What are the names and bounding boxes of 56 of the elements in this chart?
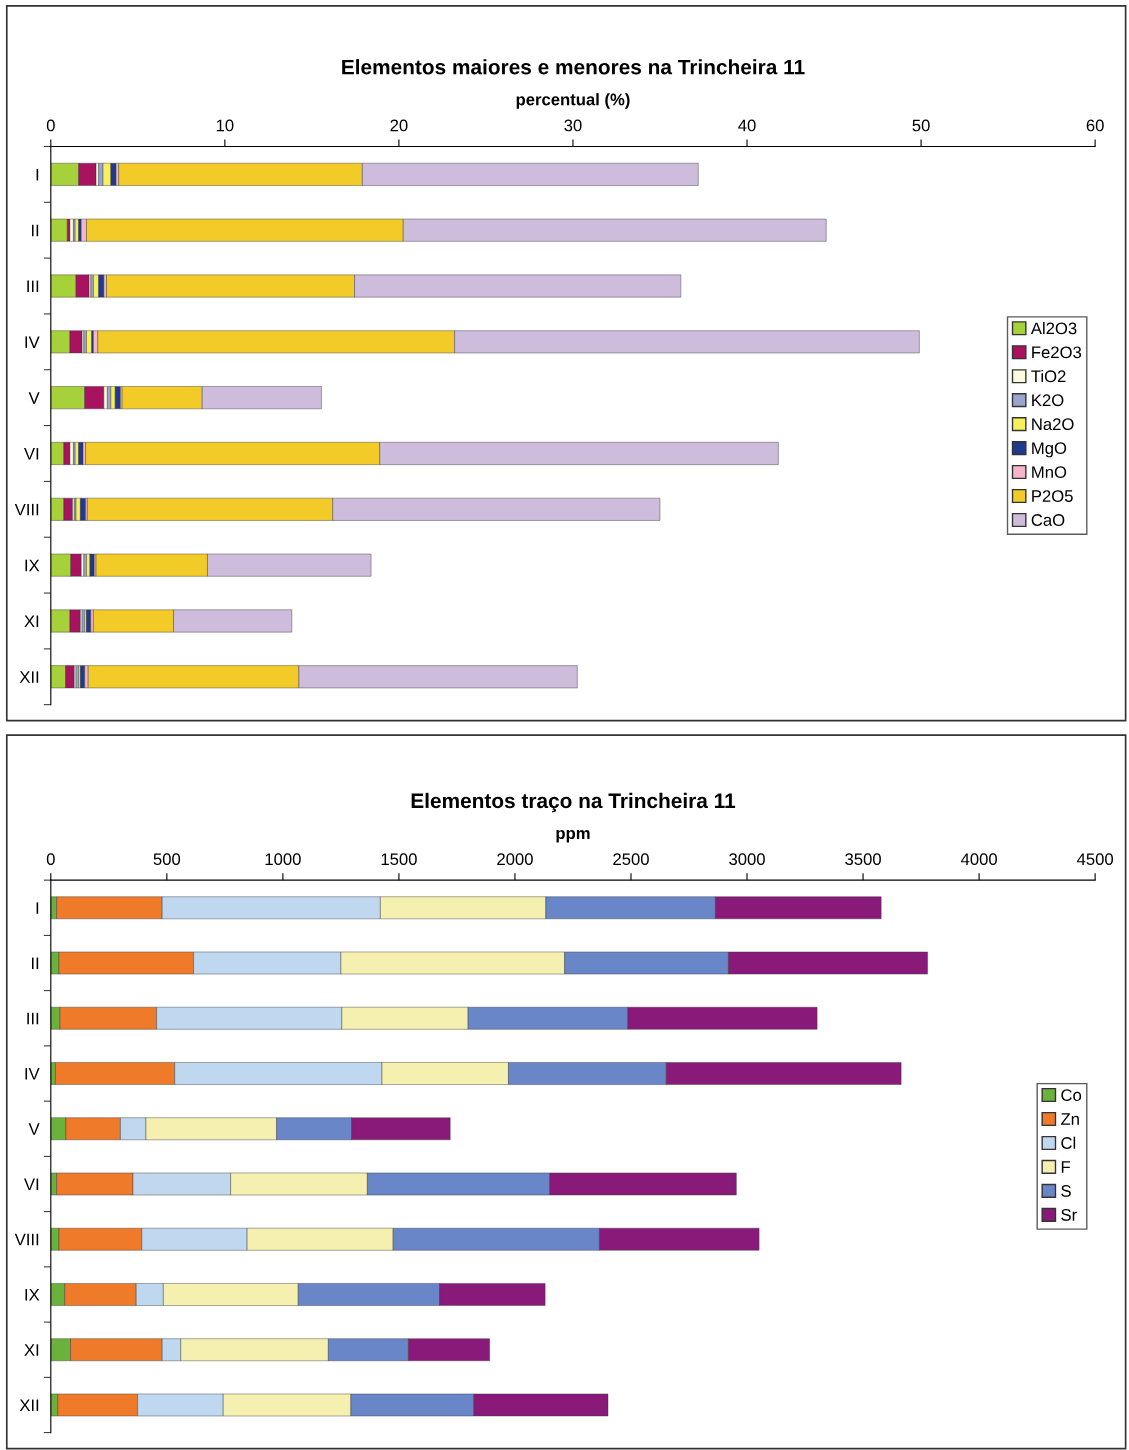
y-tick-label: IV — [25, 1068, 40, 1080]
x-tick-label: 2500 — [613, 853, 649, 866]
y-tick-label: III — [27, 1012, 39, 1025]
x-tick-label: 40 — [738, 119, 756, 132]
y-tick-label: V — [28, 392, 40, 404]
x-tick-label: 500 — [153, 853, 181, 866]
y-tick-label: II — [31, 957, 39, 970]
y-tick-label: VIII — [14, 503, 39, 516]
legend-label: K2O — [1032, 394, 1064, 407]
legend-label: TiO2 — [1031, 369, 1066, 383]
chart-title: Elementos traço na Trincheira 11 — [411, 792, 736, 813]
y-tick-label: I — [36, 168, 39, 181]
x-axis-title: ppm — [556, 829, 590, 843]
legend-label: Zn — [1061, 1113, 1079, 1125]
x-tick-label: 4000 — [960, 853, 997, 866]
x-tick-label: 60 — [1086, 119, 1104, 132]
y-tick-label: VIII — [14, 1233, 39, 1246]
legend-label: Co — [1061, 1089, 1082, 1101]
y-tick-label: VI — [24, 448, 39, 460]
legend-label: Al2O3 — [1030, 322, 1077, 335]
legend-label: F — [1061, 1161, 1071, 1173]
x-tick-label: 10 — [216, 119, 234, 132]
legend-label: MgO — [1032, 442, 1067, 458]
x-tick-label: 0 — [46, 119, 55, 132]
legend-label: S — [1061, 1185, 1071, 1197]
y-tick-label: IX — [25, 559, 40, 572]
legend-label: Sr — [1061, 1208, 1077, 1221]
y-tick-label: I — [36, 902, 39, 914]
x-tick-label: 4500 — [1076, 853, 1114, 866]
legend-label: Cl — [1061, 1136, 1076, 1149]
y-tick-label: IX — [25, 1289, 40, 1301]
y-tick-label: XII — [19, 1399, 39, 1412]
legend-label: P2O5 — [1032, 490, 1073, 502]
y-tick-label: V — [28, 1123, 40, 1135]
y-tick-label: III — [27, 280, 39, 293]
legend-label: Na2O — [1032, 418, 1074, 431]
x-tick-label: 3500 — [845, 853, 881, 866]
x-tick-label: 0 — [46, 853, 55, 866]
y-tick-label: II — [31, 224, 39, 237]
legend-label: MnO — [1032, 466, 1067, 479]
legend-label: Fe2O3 — [1032, 346, 1082, 359]
y-tick-label: IV — [25, 336, 40, 348]
y-tick-label: XII — [19, 671, 39, 683]
x-tick-label: 1500 — [381, 853, 417, 866]
y-tick-label: XI — [24, 1344, 39, 1356]
y-tick-label: VI — [24, 1178, 39, 1191]
x-tick-label: 2000 — [497, 853, 533, 866]
x-tick-label: 1000 — [265, 853, 301, 866]
x-tick-label: 50 — [912, 119, 930, 132]
x-tick-label: 3000 — [729, 853, 765, 866]
y-tick-label: XI — [24, 615, 39, 627]
legend-label: CaO — [1031, 514, 1065, 526]
x-tick-label: 20 — [390, 119, 408, 132]
x-tick-label: 30 — [564, 119, 582, 132]
x-axis-title: percentual (%) — [516, 93, 630, 109]
chart-title: Elementos maiores e menores na Trincheira 11 — [342, 59, 805, 75]
